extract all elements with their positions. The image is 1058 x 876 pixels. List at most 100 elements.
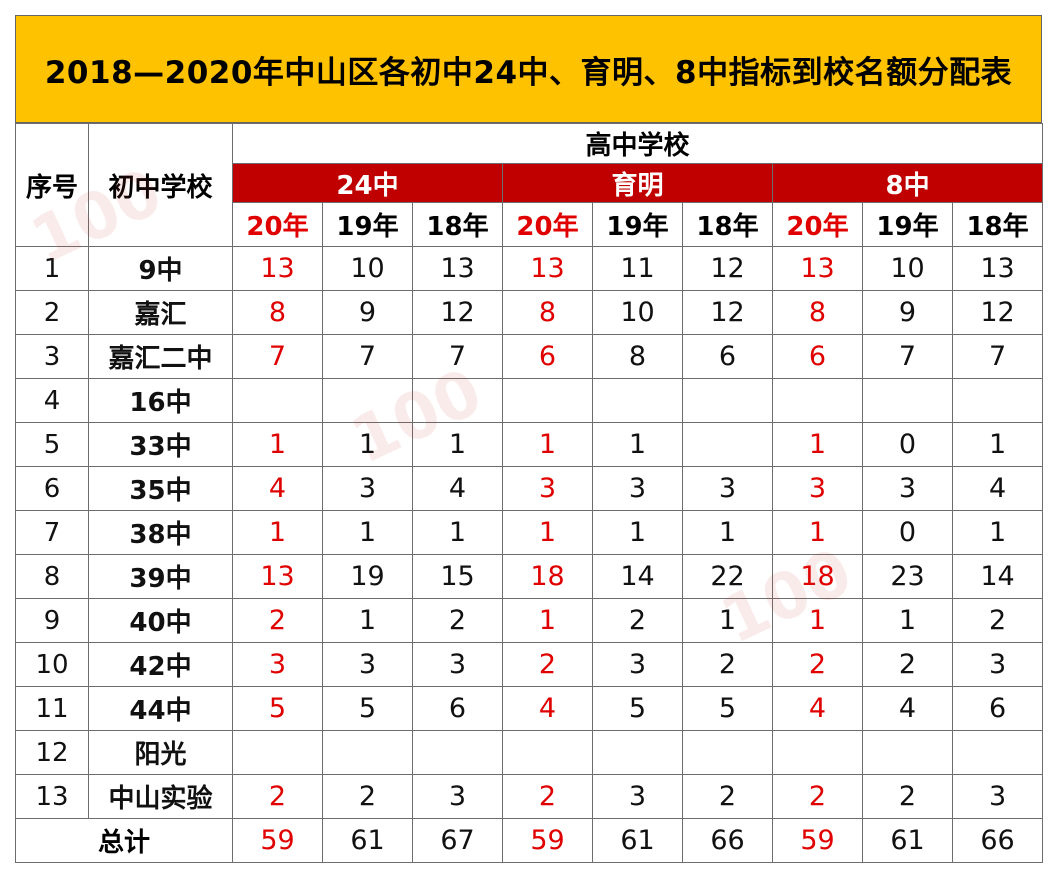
quota-cell: 12 bbox=[682, 246, 773, 291]
quota-cell: 8 bbox=[502, 290, 593, 335]
quota-cell: 12 bbox=[951, 290, 1044, 335]
quota-cell: 18 bbox=[502, 554, 593, 599]
junior-school-name: 39中 bbox=[88, 554, 233, 599]
quota-cell: 12 bbox=[412, 290, 503, 335]
junior-school-name: 9中 bbox=[88, 246, 233, 291]
junior-school-name: 33中 bbox=[88, 422, 233, 467]
quota-cell: 13 bbox=[412, 246, 503, 291]
junior-school-name: 阳光 bbox=[88, 730, 233, 775]
row-index: 11 bbox=[15, 686, 89, 731]
quota-cell: 0 bbox=[862, 510, 953, 555]
quota-cell: 67 bbox=[412, 818, 503, 863]
quota-cell: 7 bbox=[232, 334, 323, 379]
quota-cell: 7 bbox=[862, 334, 953, 379]
junior-school-name: 38中 bbox=[88, 510, 233, 555]
quota-cell: 1 bbox=[862, 598, 953, 643]
quota-cell bbox=[502, 378, 593, 423]
quota-cell: 2 bbox=[502, 774, 593, 819]
table-row: 12 阳光 bbox=[15, 730, 1044, 775]
junior-school-name: 35中 bbox=[88, 466, 233, 511]
quota-cell: 6 bbox=[772, 334, 863, 379]
table-row: 7 38中 1 1 1 1 1 1 1 0 1 bbox=[15, 510, 1044, 555]
row-index: 8 bbox=[15, 554, 89, 599]
quota-cell bbox=[502, 730, 593, 775]
quota-cell: 2 bbox=[322, 774, 413, 819]
quota-cell: 1 bbox=[232, 510, 323, 555]
quota-cell: 0 bbox=[862, 422, 953, 467]
quota-cell: 22 bbox=[682, 554, 773, 599]
year-header: 18年 bbox=[951, 202, 1044, 247]
quota-cell: 2 bbox=[232, 774, 323, 819]
quota-cell bbox=[322, 378, 413, 423]
group-header-yuming: 育明 bbox=[502, 163, 773, 203]
quota-cell: 6 bbox=[412, 686, 503, 731]
row-index: 4 bbox=[15, 378, 89, 423]
quota-cell: 61 bbox=[322, 818, 413, 863]
quota-cell bbox=[412, 730, 503, 775]
year-header: 20年 bbox=[232, 202, 323, 247]
quota-cell: 6 bbox=[682, 334, 773, 379]
quota-cell: 59 bbox=[502, 818, 593, 863]
quota-cell: 4 bbox=[862, 686, 953, 731]
year-header: 19年 bbox=[862, 202, 953, 247]
quota-cell bbox=[232, 730, 323, 775]
quota-cell: 2 bbox=[502, 642, 593, 687]
quota-cell: 13 bbox=[502, 246, 593, 291]
header-senior-school: 高中学校 bbox=[231, 123, 1044, 164]
allocation-table: 序号 初中学校 高中学校 24中 育明 8中 20年 19年 18年 20年 1… bbox=[15, 123, 1044, 863]
quota-cell: 2 bbox=[772, 642, 863, 687]
allocation-sheet: 2018—2020年中山区各初中24中、育明、8中指标到校名额分配表 序号 初中… bbox=[15, 15, 1044, 863]
table-row: 1 9中 13 10 13 13 11 12 13 10 13 bbox=[15, 246, 1044, 291]
quota-cell: 2 bbox=[951, 598, 1044, 643]
quota-cell: 4 bbox=[951, 466, 1044, 511]
quota-cell: 1 bbox=[592, 510, 683, 555]
quota-cell: 3 bbox=[862, 466, 953, 511]
quota-cell: 3 bbox=[772, 466, 863, 511]
quota-cell: 6 bbox=[502, 334, 593, 379]
total-label: 总计 bbox=[15, 818, 233, 863]
quota-cell bbox=[951, 730, 1044, 775]
quota-cell: 59 bbox=[232, 818, 323, 863]
quota-cell: 6 bbox=[951, 686, 1044, 731]
quota-cell: 8 bbox=[232, 290, 323, 335]
quota-cell: 1 bbox=[232, 422, 323, 467]
year-header: 19年 bbox=[322, 202, 413, 247]
row-index: 9 bbox=[15, 598, 89, 643]
quota-cell: 59 bbox=[772, 818, 863, 863]
group-header-24zhong: 24中 bbox=[232, 163, 503, 203]
quota-cell bbox=[772, 378, 863, 423]
quota-cell: 13 bbox=[951, 246, 1044, 291]
row-index: 10 bbox=[15, 642, 89, 687]
quota-cell: 2 bbox=[412, 598, 503, 643]
junior-school-name: 42中 bbox=[88, 642, 233, 687]
quota-cell: 2 bbox=[232, 598, 323, 643]
row-index: 3 bbox=[15, 334, 89, 379]
row-index: 2 bbox=[15, 290, 89, 335]
quota-cell: 7 bbox=[322, 334, 413, 379]
quota-cell: 1 bbox=[772, 510, 863, 555]
quota-cell bbox=[951, 378, 1044, 423]
quota-cell: 61 bbox=[592, 818, 683, 863]
row-index: 5 bbox=[15, 422, 89, 467]
quota-cell: 13 bbox=[232, 246, 323, 291]
year-header: 18年 bbox=[682, 202, 773, 247]
junior-school-name: 44中 bbox=[88, 686, 233, 731]
quota-cell bbox=[412, 378, 503, 423]
quota-cell: 66 bbox=[682, 818, 773, 863]
quota-cell bbox=[682, 730, 773, 775]
quota-cell: 3 bbox=[951, 642, 1044, 687]
header-junior-school: 初中学校 bbox=[88, 123, 233, 247]
quota-cell: 1 bbox=[322, 510, 413, 555]
table-row: 11 44中 5 5 6 4 5 5 4 4 6 bbox=[15, 686, 1044, 731]
quota-cell: 3 bbox=[412, 642, 503, 687]
quota-cell: 11 bbox=[592, 246, 683, 291]
quota-cell: 3 bbox=[592, 774, 683, 819]
quota-cell: 12 bbox=[682, 290, 773, 335]
quota-cell: 3 bbox=[322, 642, 413, 687]
table-row: 10 42中 3 3 3 2 3 2 2 2 3 bbox=[15, 642, 1044, 687]
quota-cell: 13 bbox=[772, 246, 863, 291]
row-index: 6 bbox=[15, 466, 89, 511]
junior-school-name: 嘉汇二中 bbox=[88, 334, 233, 379]
quota-cell: 18 bbox=[772, 554, 863, 599]
quota-cell: 1 bbox=[682, 510, 773, 555]
